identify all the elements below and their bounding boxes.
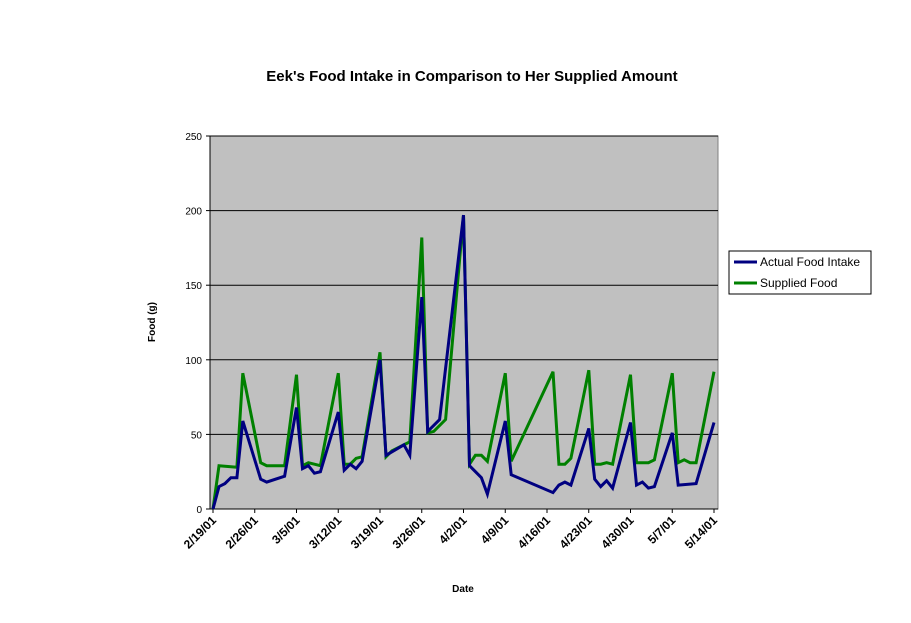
x-tick-label: 3/19/01 bbox=[348, 513, 386, 551]
x-ticks: 2/19/01 2/26/01 3/5/01 3/12/01 3/19/01 3/26/0… bbox=[181, 509, 720, 551]
y-tick-label: 150 bbox=[185, 281, 202, 292]
y-ticks: 0 50 100 150 200 250 bbox=[185, 132, 210, 516]
x-tick-label: 3/5/01 bbox=[269, 513, 303, 547]
x-tick-label: 4/16/01 bbox=[515, 513, 553, 551]
legend: Actual Food Intake Supplied Food bbox=[728, 250, 872, 295]
y-tick-label: 100 bbox=[185, 356, 202, 367]
x-tick-label: 2/19/01 bbox=[181, 513, 219, 551]
y-tick-label: 200 bbox=[185, 207, 202, 218]
y-axis-title: Food (g) bbox=[147, 302, 158, 342]
x-tick-label: 2/26/01 bbox=[223, 513, 261, 551]
series-line-actual-food-intake bbox=[211, 214, 716, 510]
x-tick-label: 4/30/01 bbox=[598, 513, 636, 551]
y-tick-label: 50 bbox=[191, 430, 203, 441]
chart-title: Eek's Food Intake in Comparison to Her S… bbox=[266, 68, 677, 85]
y-tick-label: 0 bbox=[196, 505, 202, 516]
x-tick-label: 5/7/01 bbox=[645, 513, 679, 547]
x-axis-title: Date bbox=[452, 584, 474, 595]
x-tick-label: 4/2/01 bbox=[436, 513, 470, 547]
x-tick-label: 4/9/01 bbox=[478, 513, 512, 547]
x-tick-label: 3/12/01 bbox=[306, 513, 344, 551]
x-tick-label: 4/23/01 bbox=[557, 513, 595, 551]
legend-label-actual: Actual Food Intake bbox=[760, 255, 860, 269]
x-tick-label: 5/14/01 bbox=[682, 513, 720, 551]
y-tick-label: 250 bbox=[185, 132, 202, 143]
x-tick-label: 3/26/01 bbox=[390, 513, 428, 551]
legend-box bbox=[728, 250, 872, 295]
series-lines bbox=[211, 214, 716, 510]
legend-label-supplied: Supplied Food bbox=[760, 276, 837, 290]
